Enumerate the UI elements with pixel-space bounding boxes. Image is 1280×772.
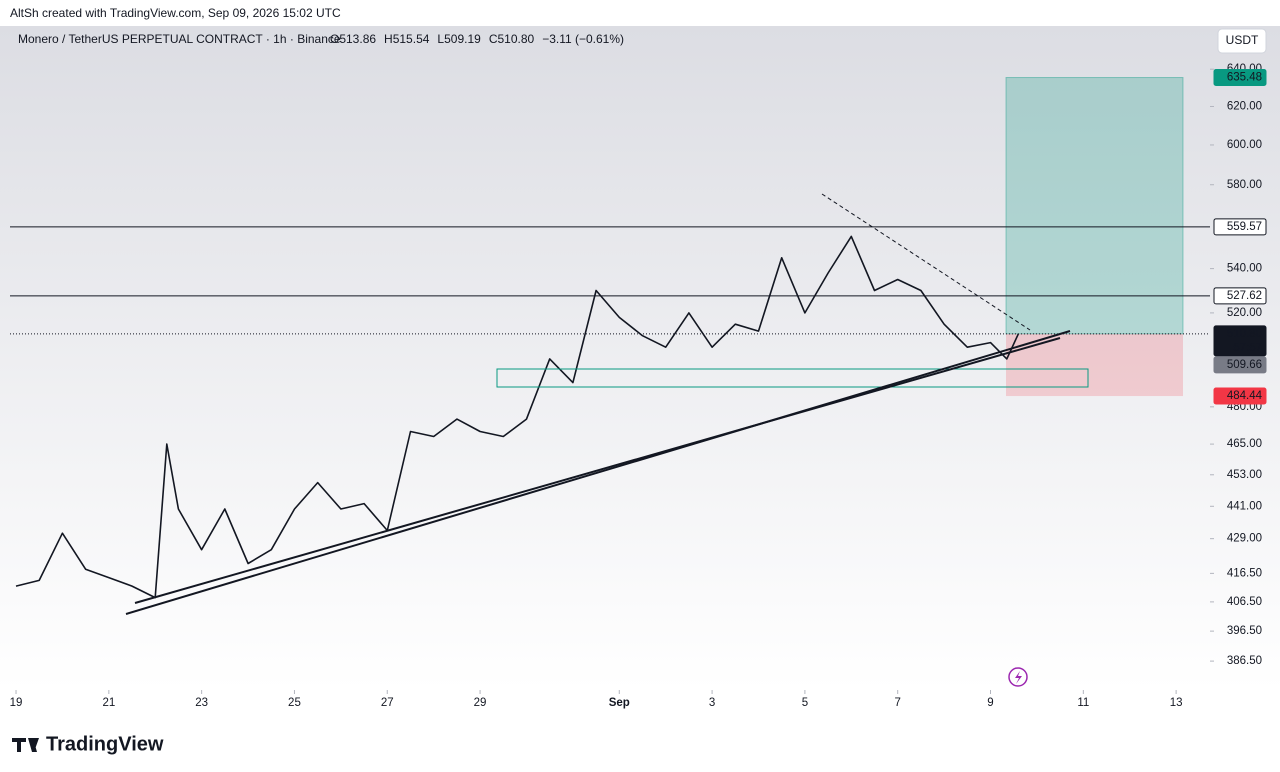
price-badge [1213, 325, 1267, 357]
x-tick-label: 29 [474, 697, 487, 709]
y-tick-label: 540.00 [1227, 263, 1262, 275]
price-badge [1213, 387, 1267, 405]
y-tick-label: 406.50 [1227, 596, 1262, 608]
price-line [15, 235, 1020, 599]
ohlc-value: −3.11 (−0.61%) [542, 32, 624, 46]
y-tick-label: 600.00 [1227, 139, 1262, 151]
y-tick-label: 465.00 [1227, 438, 1262, 450]
price-badge [1213, 218, 1267, 236]
price-badge [1213, 356, 1267, 374]
trendline [134, 337, 1061, 604]
price-badge-label: 559.57 [1227, 221, 1262, 233]
price-badge-label: 484.44 [1227, 390, 1263, 402]
axes: 386.50 396.50 406.50 416.50 429.00 441.00 453.… [10, 63, 1267, 709]
brand: TradingView [46, 733, 164, 755]
plot [10, 77, 1210, 599]
y-tick-label: 453.00 [1227, 469, 1262, 481]
drawings [125, 193, 1089, 615]
y-tick-label: 580.00 [1227, 179, 1262, 191]
price-badge-label: 510.80 [1227, 328, 1262, 340]
chart-background [0, 26, 1280, 690]
x-tick-label: 13 [1170, 697, 1183, 709]
trendline [125, 330, 1071, 615]
x-tick-label: 5 [802, 697, 808, 709]
x-tick-label: 11 [1077, 697, 1089, 709]
price-badge-label: 635.48 [1227, 72, 1262, 84]
x-tick-label: 21 [102, 697, 115, 709]
ohlc-value: O513.86 [330, 32, 376, 46]
price-badge-label: 527.62 [1227, 290, 1262, 302]
symbol: Monero / TetherUS PERPETUAL CONTRACT · 1… [18, 32, 341, 46]
y-tick-label: 620.00 [1227, 100, 1262, 112]
x-tick-label: 7 [894, 697, 900, 709]
price-badge-label: 509.66 [1227, 359, 1262, 371]
alert-icon[interactable] [1008, 667, 1028, 687]
x-tick-label: 25 [288, 697, 301, 709]
x-tick-label: 9 [987, 697, 993, 709]
ohlc-value: L509.19 [437, 32, 481, 46]
x-tick-label: Sep [609, 697, 630, 709]
y-tick-label: 396.50 [1227, 625, 1262, 637]
x-tick-label: 23 [195, 697, 208, 709]
ohlc-value: H515.54 [384, 32, 430, 46]
take-profit-zone [1005, 77, 1184, 335]
y-tick-label: 441.00 [1227, 500, 1262, 512]
y-tick-label: 416.50 [1227, 567, 1262, 579]
ohlc: O513.86 H515.54 L509.19 C510.80 −3.11 (−0.61… [330, 32, 624, 46]
currency[interactable]: USDT [1226, 33, 1259, 47]
price-badge [1213, 287, 1267, 305]
x-tick-label: 27 [381, 697, 394, 709]
support-zone [496, 368, 1089, 388]
price-badge [1213, 69, 1267, 87]
countdown: 57:57 [1233, 342, 1262, 354]
ohlc-value: C510.80 [489, 32, 535, 46]
x-tick-label: 19 [10, 697, 23, 709]
x-tick-label: 3 [709, 697, 715, 709]
alert-bolt [1015, 671, 1022, 684]
y-tick-label: 386.50 [1227, 655, 1262, 667]
currency-button[interactable] [1217, 28, 1267, 54]
brand-logo [12, 738, 39, 752]
y-tick-label: 429.00 [1227, 533, 1262, 545]
watermark: AltSh created with TradingView.com, Sep … [10, 6, 341, 20]
y-tick-label: 520.00 [1227, 307, 1262, 319]
